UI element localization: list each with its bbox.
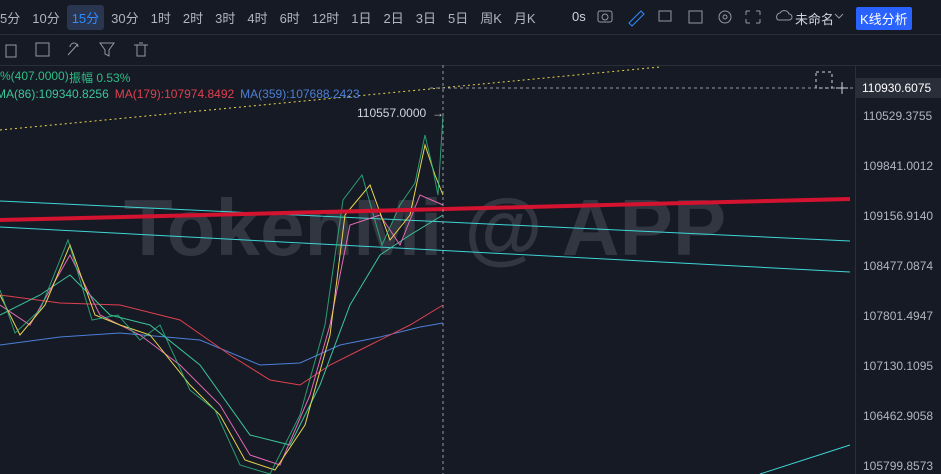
trend-line	[759, 444, 851, 474]
crosshair-price: 110930.6075	[856, 78, 941, 98]
interval-button[interactable]: 15分	[66, 4, 105, 30]
trend-line	[0, 66, 661, 131]
trend-line	[0, 226, 851, 273]
price-label: 110529.3755	[863, 109, 933, 123]
ma-line	[0, 294, 444, 386]
trend-line	[0, 200, 851, 242]
crosshair-icon[interactable]	[815, 71, 833, 89]
interval-button[interactable]: 月K	[513, 10, 536, 26]
interval-button[interactable]: 1日	[351, 10, 372, 26]
trend-line	[0, 197, 851, 222]
high-arrow: →	[432, 106, 444, 120]
price-label: 109841.0012	[863, 159, 934, 173]
add-icon[interactable]	[836, 82, 848, 94]
price-label: 108477.0874	[863, 259, 934, 273]
ma-line	[0, 194, 444, 466]
interval-button[interactable]: 2日	[383, 10, 404, 26]
price-axis: 110930.6075 110529.3755 109841.0012 109156…	[855, 65, 941, 474]
interval-button[interactable]: 12时	[311, 10, 340, 26]
watermark: TokenMi @ APP	[124, 183, 727, 272]
price-label: 106462.9058	[863, 409, 934, 423]
change: %(407.0000)	[0, 69, 69, 83]
interval-button[interactable]: 3日	[415, 10, 436, 26]
amplitude: 振幅 0.53%	[69, 71, 131, 85]
price-line	[0, 143, 444, 471]
toolbar-icons	[597, 10, 793, 27]
interval-button[interactable]: 3时	[215, 10, 236, 26]
price-label: 109156.9140	[863, 209, 934, 223]
ma-legend: MA(86):109340.8256 MA(179):107974.8492 MA(…	[0, 87, 360, 101]
countdown: 0s	[572, 9, 586, 24]
ma-line	[0, 322, 444, 366]
dropdown-arrow	[834, 13, 844, 19]
ma-label: MA(86):109340.8256	[0, 87, 109, 101]
drawing-toolbar	[0, 35, 941, 66]
interval-button[interactable]: 6时	[279, 10, 300, 26]
interval-button[interactable]: 5日	[447, 10, 469, 26]
ma-label: MA(179):107974.8492	[114, 87, 235, 101]
interval-button[interactable]: 周K	[480, 10, 502, 26]
layout-name[interactable]: 未命名	[795, 12, 835, 27]
price-label: 105799.8573	[863, 459, 934, 473]
interval-toolbar: 5分 10分 15分 30分 1时 2时 3时 4时 6时 12时 1日 2日 3日 5日 周K 月K	[0, 0, 941, 35]
price-label: 107130.1095	[863, 359, 934, 373]
interval-button[interactable]: 5分	[0, 10, 21, 26]
analysis-button[interactable]: K线分析	[856, 7, 912, 30]
interval-button[interactable]: 4时	[247, 10, 268, 26]
interval-button[interactable]: 10分	[32, 10, 60, 26]
price-line	[0, 114, 444, 474]
ma-line	[0, 214, 444, 446]
price-label: 107801.4947	[863, 309, 934, 323]
interval-button[interactable]: 2时	[182, 10, 204, 26]
ma-label: MA(359):107688.2423	[240, 87, 360, 101]
high-marker: 110557.0000	[357, 106, 427, 120]
drawing-icons	[5, 42, 148, 58]
interval-button[interactable]: 1时	[150, 10, 171, 26]
interval-button[interactable]: 30分	[111, 10, 139, 26]
chart-area: TokenMi @ APP 110557.0000 →	[0, 65, 855, 474]
